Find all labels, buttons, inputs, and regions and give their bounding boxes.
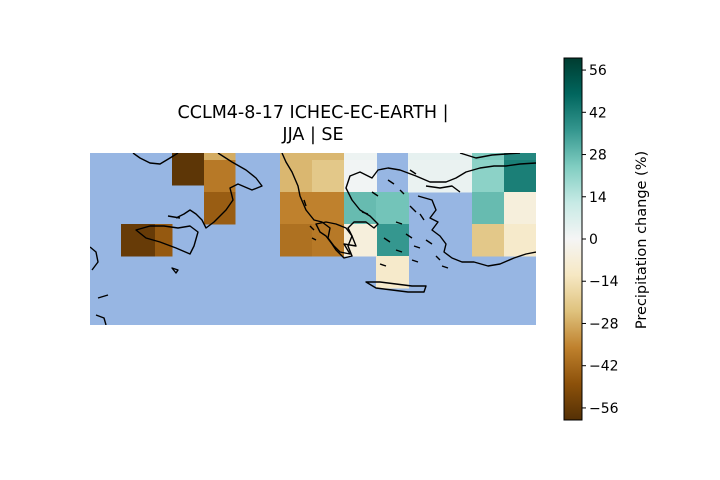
colorbar-label: Precipitation change (%) [634,150,650,330]
grid-cell [312,160,345,193]
precip-grid-cells [121,153,536,289]
colorbar-tick-label: −42 [589,359,619,375]
malta-coast [171,267,179,274]
grid-cell [376,192,409,225]
colorbar-tick-label: 0 [589,232,598,248]
grid-cell [472,192,505,225]
grid-cell [472,224,505,257]
grid-cell [204,160,236,193]
colorbar-tick-label: 14 [589,190,607,206]
grid-cell [504,153,536,161]
grid-cell [172,153,205,186]
colorbar-tick-label: −28 [589,316,619,332]
colorbar-tick-label: −14 [589,274,619,290]
anatolia-coast [417,153,536,267]
grid-cell [204,192,236,225]
sicily-coast [135,225,199,255]
colorbar-tick-label: 56 [589,63,607,79]
grid-cell [472,160,505,193]
map-title-line2: JJA | SE [282,125,344,145]
grid-cell [280,192,313,225]
colorbar-tick-label: 28 [589,148,607,164]
grid-cell [376,224,409,257]
map-title: CCLM4-8-17 ICHEC-EC-EARTH | JJA | SE [90,102,536,146]
grid-cell [312,192,345,225]
ionian-islands [303,199,317,241]
map-title-line1: CCLM4-8-17 ICHEC-EC-EARTH | [177,103,449,123]
grid-cell [312,153,345,161]
colorbar-tick-label: 42 [589,105,607,121]
greece-coast [281,153,536,255]
aegean-islands [361,169,449,269]
grid-cell [344,192,377,225]
coastlines [90,153,536,325]
crete-coast [365,281,427,293]
peloponnese-coast [315,221,353,259]
grid-cell [155,224,173,257]
italy-coast [132,153,263,229]
grid-cell [408,153,441,161]
colorbar-tick-label: −56 [589,401,619,417]
grid-cell [344,160,377,193]
grid-cell [504,224,536,257]
grid-cell [344,153,377,161]
map-panel [90,153,536,325]
grid-cell [280,160,313,193]
west-coast [90,246,109,325]
grid-cell [504,192,536,225]
grid-cell [472,153,505,161]
grid-cell [280,153,313,161]
grid-cell [440,153,473,161]
colorbar [563,57,583,421]
grid-cell [280,224,313,257]
colorbar-ticks: 56 42 28 14 0 −14 −28 −42 −56 [582,63,619,417]
